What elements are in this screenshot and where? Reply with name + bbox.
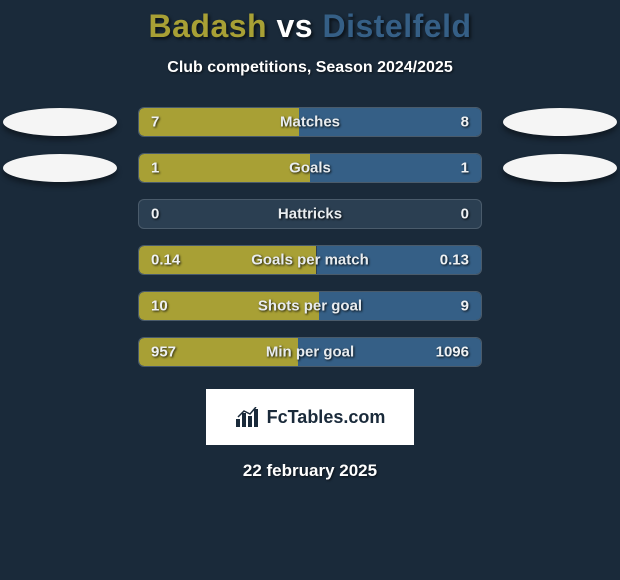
stat-bar: 1 1 Goals (138, 153, 482, 183)
stat-label: Min per goal (266, 344, 354, 361)
stat-value-left: 10 (151, 298, 168, 315)
stat-value-right: 9 (461, 298, 469, 315)
stat-row: 0 0 Hattricks (0, 199, 620, 229)
stats-rows: 7 8 Matches 1 1 Goals 0 0 Hattricks 0.14 0.13 Goals… (0, 107, 620, 367)
stat-value-left: 7 (151, 114, 159, 131)
stat-value-right: 0 (461, 206, 469, 223)
logo-box[interactable]: FcTables.com (206, 389, 414, 445)
bar-chart-icon (235, 407, 261, 427)
player2-badge (503, 154, 617, 182)
stat-label: Shots per goal (258, 298, 362, 315)
stat-value-right: 8 (461, 114, 469, 131)
stat-bar: 0.14 0.13 Goals per match (138, 245, 482, 275)
bar-fill-right (310, 154, 481, 182)
stat-bar: 957 1096 Min per goal (138, 337, 482, 367)
stat-row: 7 8 Matches (0, 107, 620, 137)
stat-label: Goals (289, 160, 331, 177)
stat-row: 957 1096 Min per goal (0, 337, 620, 367)
vs-separator: vs (267, 8, 322, 44)
bar-fill-left (139, 108, 299, 136)
stat-row: 1 1 Goals (0, 153, 620, 183)
logo: FcTables.com (235, 407, 386, 428)
stat-value-left: 0 (151, 206, 159, 223)
stat-row: 0.14 0.13 Goals per match (0, 245, 620, 275)
stat-value-right: 1 (461, 160, 469, 177)
player2-badge (503, 108, 617, 136)
stat-value-left: 0.14 (151, 252, 180, 269)
stat-bar: 10 9 Shots per goal (138, 291, 482, 321)
stat-bar: 0 0 Hattricks (138, 199, 482, 229)
player1-badge (3, 108, 117, 136)
stat-label: Matches (280, 114, 340, 131)
stat-label: Goals per match (251, 252, 369, 269)
subtitle: Club competitions, Season 2024/2025 (0, 59, 620, 77)
logo-text: FcTables.com (267, 407, 386, 428)
date-text: 22 february 2025 (0, 461, 620, 481)
main-container: Badash vs Distelfeld Club competitions, … (0, 0, 620, 481)
page-title: Badash vs Distelfeld (0, 8, 620, 45)
stat-value-left: 1 (151, 160, 159, 177)
stat-value-right: 1096 (436, 344, 469, 361)
stat-row: 10 9 Shots per goal (0, 291, 620, 321)
stat-label: Hattricks (278, 206, 342, 223)
player1-name: Badash (149, 8, 268, 44)
player2-name: Distelfeld (322, 8, 471, 44)
stat-value-left: 957 (151, 344, 176, 361)
bar-fill-left (139, 154, 310, 182)
stat-bar: 7 8 Matches (138, 107, 482, 137)
player1-badge (3, 154, 117, 182)
stat-value-right: 0.13 (440, 252, 469, 269)
